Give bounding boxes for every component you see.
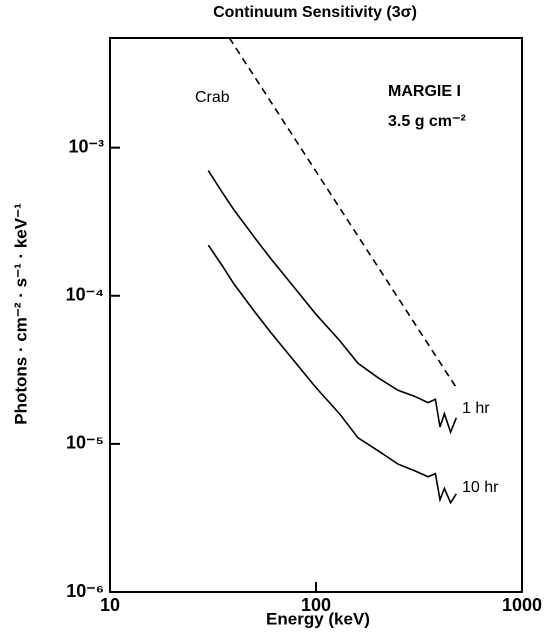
y-tick-label: 10⁻⁴ [66, 285, 104, 305]
series-label: 10 hr [462, 479, 499, 496]
series-label: Crab [195, 89, 230, 106]
x-tick-label: 100 [301, 595, 331, 615]
annotation: MARGIE I [388, 83, 461, 100]
chart-title: Continuum Sensitivity (3σ) [213, 4, 417, 21]
annotation: 3.5 g cm⁻² [388, 113, 466, 130]
data-line [207, 244, 457, 505]
x-tick-label: 1000 [502, 595, 542, 615]
y-tick-label: 10⁻⁶ [66, 581, 104, 601]
x-tick-label: 10 [100, 595, 120, 615]
y-tick-label: 10⁻³ [68, 136, 104, 156]
series-label: 1 hr [462, 400, 490, 417]
data-line [207, 170, 458, 435]
data-line [228, 37, 457, 389]
y-tick-label: 10⁻⁵ [66, 433, 104, 453]
y-axis-label: Photons · cm⁻² · s⁻¹ · keV⁻¹ [11, 203, 30, 425]
x-axis-label: Energy (keV) [266, 609, 370, 628]
